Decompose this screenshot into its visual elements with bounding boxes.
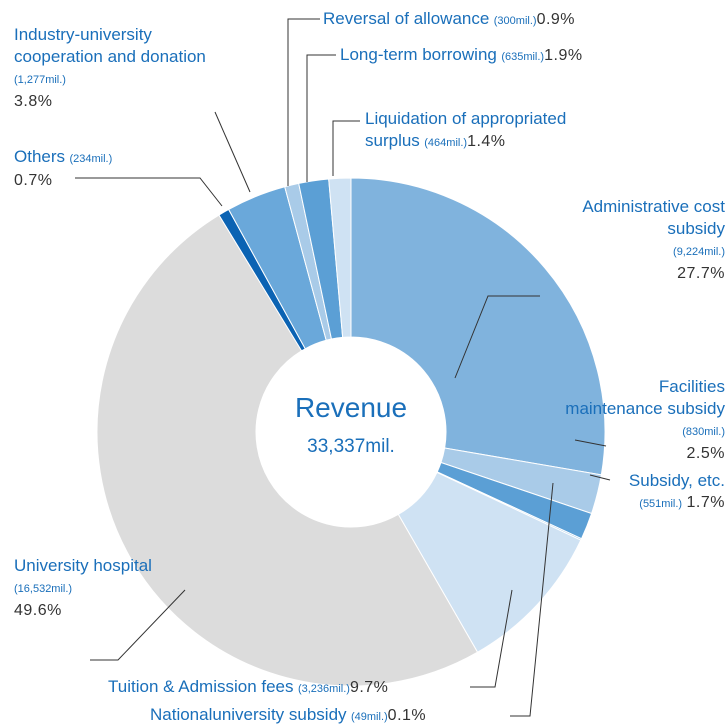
- segment-label: Others (234mil.) 0.7%: [14, 146, 214, 191]
- label-name: Reversal of allowance: [323, 9, 490, 28]
- label-name: Subsidy, etc.: [628, 471, 725, 490]
- label-name: Others: [14, 147, 66, 166]
- value-label: 49.6%: [14, 602, 62, 619]
- label-amount: (16,532mil.): [14, 583, 73, 595]
- label-amount: (1,277mil.): [14, 74, 66, 86]
- label-amount: (234mil.): [69, 153, 113, 165]
- value-label: 3.8%: [14, 93, 53, 110]
- label-name: Long-term borrowing: [340, 45, 497, 64]
- leader-line: [454, 295, 540, 379]
- segment-label: Liquidation of appropriated surplus (464…: [365, 108, 615, 154]
- value-label: 1.9%: [544, 47, 583, 64]
- leader-line: [306, 54, 336, 182]
- value-label: 9.7%: [349, 679, 389, 696]
- segment-label: Nationaluniversity subsidy (49mil.)0.1%: [150, 704, 550, 726]
- leader-line: [574, 439, 607, 447]
- value-label: 0.9%: [536, 11, 576, 28]
- center-title: Revenue: [294, 392, 408, 423]
- label-amount: (9,224mil.): [673, 246, 725, 258]
- leader-line: [589, 474, 611, 481]
- segment-label: Administrative cost subsidy (9,224mil.) 27…: [560, 196, 725, 284]
- segment-label: Tuition & Admission fees (3,236mil.)9.7%: [108, 676, 508, 700]
- label-name: Liquidation of appropriated surplus: [365, 109, 567, 150]
- value-label: 27.7%: [677, 265, 725, 282]
- donut-segment: [350, 177, 606, 476]
- donut-segment: [328, 177, 352, 338]
- segment-label: Subsidy, etc. (551mil.) 1.7%: [560, 470, 725, 515]
- center-subtitle: 33,337mil.: [307, 436, 395, 457]
- label-name: Facilities maintenance subsidy: [565, 377, 725, 418]
- value-label: 0.7%: [14, 172, 53, 189]
- label-name: Industry-university cooperation and dona…: [14, 25, 206, 66]
- segment-label: Reversal of allowance (300mil.)0.9%: [323, 8, 723, 32]
- leader-line: [510, 482, 554, 717]
- leader-line: [287, 18, 320, 186]
- value-label: 0.1%: [387, 707, 427, 724]
- donut-segment: [96, 214, 479, 687]
- value-label: 1.7%: [686, 494, 725, 511]
- leader-line: [90, 589, 186, 661]
- value-label: 2.5%: [686, 445, 725, 462]
- leader-line: [214, 111, 251, 193]
- label-amount: (464mil.): [424, 137, 468, 149]
- label-name: Administrative cost subsidy: [582, 197, 725, 238]
- label-name: University hospital: [14, 556, 152, 575]
- label-amount: (300mil.): [493, 15, 537, 27]
- segment-label: University hospital (16,532mil.) 49.6%: [14, 555, 164, 621]
- leader-line: [470, 589, 513, 688]
- leader-line: [75, 177, 223, 207]
- label-name: Nationaluniversity subsidy: [150, 705, 347, 724]
- segment-label: Industry-university cooperation and dona…: [14, 24, 214, 112]
- label-amount: (551mil.): [639, 498, 683, 510]
- segment-label: Facilities maintenance subsidy (830mil.) 2…: [560, 376, 725, 464]
- segment-label: Long-term borrowing (635mil.)1.9%: [340, 44, 727, 68]
- label-amount: (49mil.): [351, 711, 388, 723]
- label-amount: (3,236mil.): [297, 683, 350, 695]
- label-amount: (830mil.): [682, 426, 725, 438]
- value-label: 1.4%: [467, 133, 506, 150]
- label-name: Tuition & Admission fees: [108, 677, 294, 696]
- leader-line: [332, 120, 360, 176]
- label-amount: (635mil.): [501, 51, 545, 63]
